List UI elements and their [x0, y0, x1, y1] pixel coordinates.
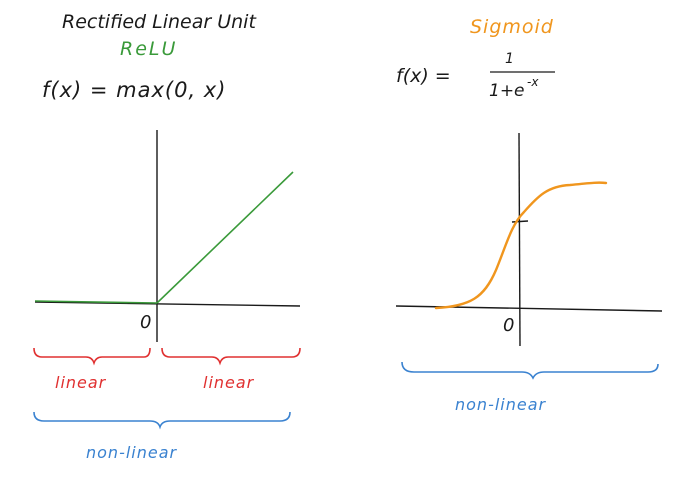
relu-formula: f(x) = max(0, x)	[42, 78, 226, 102]
sigmoid-curve	[436, 183, 606, 308]
relu-origin-label: 0	[140, 312, 151, 333]
relu-left-brace-label: linear	[55, 373, 107, 392]
relu-right-brace-label: linear	[203, 373, 255, 392]
relu-left-brace	[34, 348, 150, 363]
relu-right-brace	[162, 348, 300, 363]
sigmoid-formula-numerator: 1	[505, 51, 514, 67]
sigmoid-formula-exponent: -x	[527, 75, 539, 89]
relu-x-axis	[35, 302, 300, 306]
sigmoid-half-tick	[512, 221, 528, 222]
sigmoid-brace	[402, 362, 658, 378]
sigmoid-formula-denominator: 1+e	[489, 81, 525, 101]
sigmoid-origin-label: 0	[503, 315, 514, 336]
sigmoid-name: Sigmoid	[470, 16, 554, 38]
relu-bottom-brace-label: non-linear	[86, 443, 178, 462]
relu-bottom-brace	[34, 412, 290, 427]
sigmoid-formula-lhs: f(x) =	[396, 65, 451, 87]
sigmoid-y-axis	[519, 133, 520, 346]
relu-title: Rectified Linear Unit	[62, 11, 257, 33]
relu-positive-segment	[157, 172, 293, 303]
sigmoid-brace-label: non-linear	[455, 395, 547, 414]
relu-name: ReLU	[120, 38, 177, 60]
